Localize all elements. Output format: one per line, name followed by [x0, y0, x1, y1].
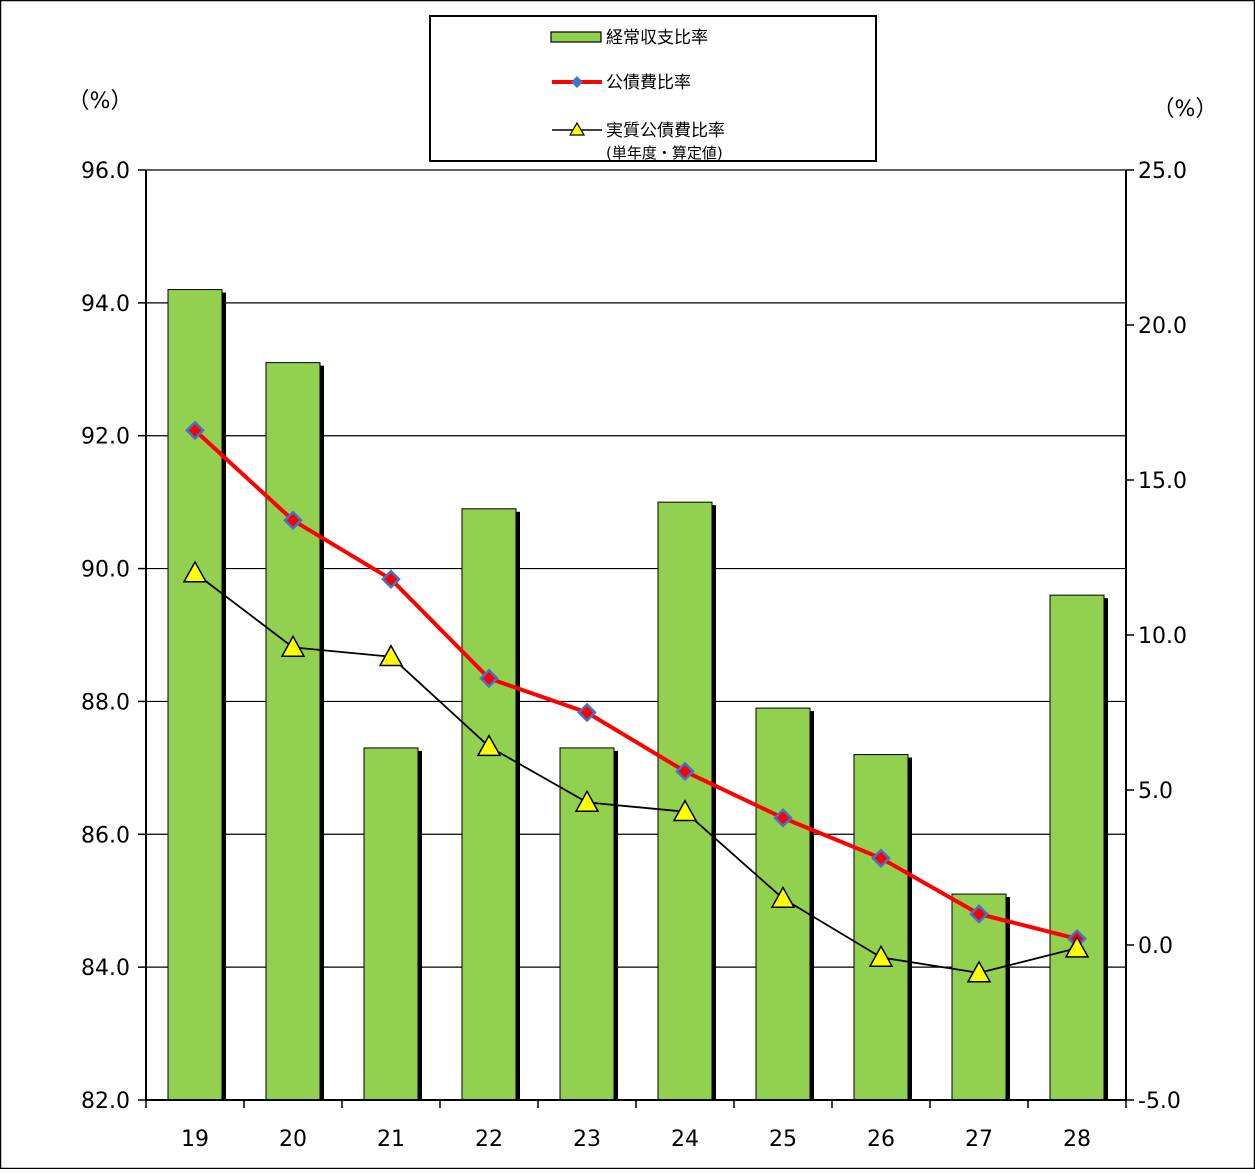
legend-box [429, 15, 877, 162]
diamond-marker [381, 569, 401, 589]
legend-label-red: 公債費比率 [606, 73, 691, 93]
diamond-marker [283, 510, 303, 531]
right-tick-label: 0.0 [1138, 934, 1173, 959]
triangle-marker [672, 799, 698, 822]
x-tick-label: 24 [671, 1127, 699, 1152]
x-tick-label: 20 [279, 1127, 307, 1152]
x-tick-label: 28 [1063, 1127, 1091, 1152]
left-tick-label: 82.0 [81, 1089, 130, 1114]
triangle-marker [868, 944, 894, 967]
bar [265, 362, 321, 1101]
triangle-marker [182, 560, 208, 583]
x-tick-label: 25 [769, 1127, 797, 1152]
legend-bar-swatch [550, 31, 602, 43]
triangle-marker [378, 644, 404, 667]
diamond-marker [675, 761, 695, 782]
legend: 経常収支比率 公債費比率 実質公債費比率 (単年度・算定値) [429, 15, 877, 162]
series-line-2 [194, 572, 1078, 974]
legend-label-black: 実質公債費比率 [606, 121, 725, 141]
diamond-marker [969, 904, 989, 924]
left-axis-unit: （%） [68, 89, 133, 114]
bar [167, 289, 223, 1101]
axes: 96.0 94.0 92.0 90.0 88.0 86.0 84.0 82.0 25.0 20.0… [81, 159, 1187, 1152]
x-tick-label: 26 [867, 1127, 895, 1152]
left-tick-label: 84.0 [81, 956, 130, 981]
left-tick-label: 94.0 [81, 292, 130, 317]
right-axis-unit: （%） [1153, 97, 1218, 122]
right-tick-label: 20.0 [1138, 314, 1187, 339]
diamond-marker [773, 808, 793, 828]
bar [363, 747, 419, 1101]
triangle-marker [1064, 935, 1090, 958]
x-tick-label: 22 [475, 1127, 503, 1152]
legend-label-black-sub: (単年度・算定値) [606, 144, 723, 162]
line-series [182, 420, 1090, 983]
bar [1049, 594, 1105, 1101]
triangle-marker [966, 960, 992, 983]
bar [853, 754, 909, 1101]
left-tick-label: 86.0 [81, 823, 130, 848]
right-tick-label: -5.0 [1138, 1089, 1181, 1114]
legend-triangle-marker [568, 121, 586, 136]
diamond-marker [479, 668, 499, 689]
legend-label-bar: 経常収支比率 [606, 28, 708, 48]
left-tick-label: 92.0 [81, 425, 130, 450]
x-tick-label: 23 [573, 1127, 601, 1152]
triangle-marker [574, 789, 600, 812]
x-tick-label: 27 [965, 1127, 993, 1152]
left-tick-label: 88.0 [81, 690, 130, 715]
triangle-marker [476, 734, 502, 757]
left-tick-label: 96.0 [81, 159, 130, 184]
triangle-marker [280, 634, 306, 657]
x-tick-label: 19 [181, 1127, 209, 1152]
right-tick-label: 5.0 [1138, 779, 1173, 804]
diamond-marker [577, 702, 597, 723]
triangle-marker [770, 885, 796, 909]
diamond-marker [871, 848, 891, 868]
x-tick-label: 21 [377, 1127, 405, 1152]
bar [951, 893, 1007, 1101]
right-tick-label: 25.0 [1138, 159, 1187, 184]
left-tick-label: 90.0 [81, 558, 130, 583]
right-tick-label: 15.0 [1138, 469, 1187, 494]
bar-series [167, 289, 1108, 1101]
legend-diamond-marker [571, 76, 583, 88]
series-line-1 [193, 428, 1078, 941]
bar [461, 508, 517, 1101]
diamond-marker [185, 420, 205, 441]
right-tick-label: 10.0 [1138, 624, 1187, 649]
